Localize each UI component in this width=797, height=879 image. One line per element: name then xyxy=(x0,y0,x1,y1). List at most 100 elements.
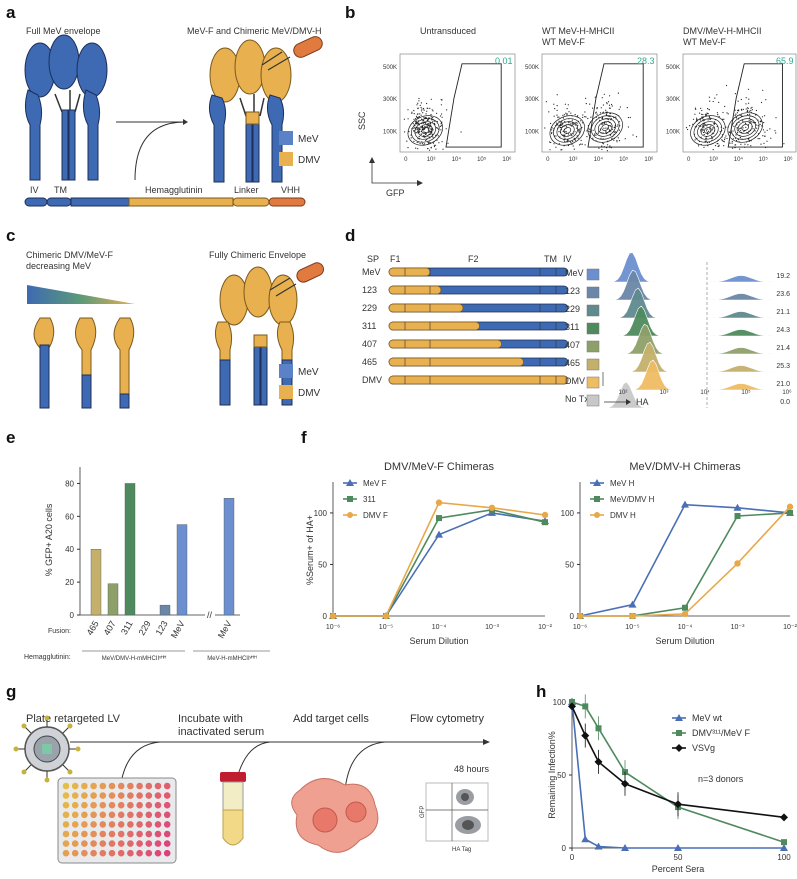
flow-event-dot xyxy=(611,103,613,106)
plate-well xyxy=(99,792,107,799)
flow-y-tick: 300K xyxy=(383,97,397,103)
histogram-swatch xyxy=(586,268,600,281)
flow-event-dot xyxy=(714,123,716,125)
gate-percentage: 0.01 xyxy=(495,56,513,66)
h-legend-label: DMV³¹¹/MeV F xyxy=(692,728,750,738)
f-chart-title: MeV/DMV-H Chimeras xyxy=(629,461,741,473)
h-series-line xyxy=(571,701,785,843)
flow-event-dot xyxy=(416,127,418,129)
flow-event-dot xyxy=(425,122,427,124)
flow-event-dot xyxy=(737,100,739,102)
panel-a-legend-dmv: DMV xyxy=(298,155,321,166)
plate-well xyxy=(71,830,79,838)
flow-event-dot xyxy=(592,129,594,131)
f-marker-circle xyxy=(541,511,549,519)
panel-d-header-tm: TM xyxy=(544,254,557,264)
flow-event-dot xyxy=(566,114,568,116)
flow-event-dot xyxy=(709,126,711,128)
flow-event-dot xyxy=(592,137,594,139)
plate-well xyxy=(99,821,107,828)
flow-event-dot xyxy=(578,130,580,132)
flow-event-dot xyxy=(606,102,608,104)
flow-event-dot xyxy=(571,134,573,137)
flow-event-dot xyxy=(741,109,743,111)
flow-event-dot xyxy=(584,116,586,118)
h-note: n=3 donors xyxy=(698,774,744,784)
flow-event-dot xyxy=(609,145,611,147)
plate-well xyxy=(154,821,162,828)
histogram-mfi: 23.6 xyxy=(776,291,790,298)
flow-event-dot xyxy=(415,121,417,123)
flow-contour xyxy=(601,124,610,131)
flow-event-dot xyxy=(413,127,415,129)
flow-event-dot xyxy=(573,137,575,139)
e-group-label-2: MeV-H-mMHCIIᵛᴴᴴ xyxy=(207,655,257,662)
histogram-x-tick: 10³ xyxy=(660,390,669,396)
flow-event-dot xyxy=(551,129,553,131)
panel-g-step-2b: inactivated serum xyxy=(178,726,264,738)
flow-event-dot xyxy=(609,129,611,131)
flow-event-dot xyxy=(562,114,564,116)
flow-event-dot xyxy=(423,122,425,124)
flow-y-tick: 100K xyxy=(383,129,397,135)
flow-event-dot xyxy=(770,137,772,139)
h-series-line xyxy=(571,701,784,849)
flow-event-dot xyxy=(706,128,708,130)
panel-a-mev-envelope xyxy=(24,34,108,181)
flow-event-dot xyxy=(635,136,638,138)
flow-contour xyxy=(553,118,582,143)
panel-a-legend-mev-swatch xyxy=(279,131,293,145)
plate-well xyxy=(81,821,88,828)
flow-event-dot xyxy=(428,125,430,127)
flow-event-dot xyxy=(602,143,605,145)
flow-event-dot xyxy=(706,130,708,132)
plate-well xyxy=(163,830,171,838)
flow-event-dot xyxy=(726,137,728,140)
e-bar xyxy=(159,604,171,616)
flow-event-dot xyxy=(563,134,565,136)
e-bar xyxy=(176,524,188,616)
flow-event-dot xyxy=(588,130,590,132)
plate-well xyxy=(108,849,116,857)
construct-label: 123 xyxy=(362,285,377,295)
panel-d-constructs: MeV MeV 19.2 123 123 23.6 229 229 21.1 311 311 24.3… xyxy=(362,252,792,409)
flow-event-dot xyxy=(446,109,448,111)
flow-event-dot xyxy=(708,96,711,98)
flow-event-dot xyxy=(440,129,442,131)
flow-event-dot xyxy=(712,129,714,131)
flow-event-dot xyxy=(739,148,741,150)
flow-event-dot xyxy=(721,139,723,141)
flow-event-dot xyxy=(422,120,424,122)
flow-event-dot xyxy=(416,120,418,122)
plate-well xyxy=(90,792,97,799)
flow-event-dot xyxy=(762,135,764,137)
flow-event-dot xyxy=(701,113,703,115)
h-marker-diamond xyxy=(568,702,576,711)
flow-event-dot xyxy=(618,121,621,123)
plate-well xyxy=(71,811,79,819)
flow-event-dot xyxy=(432,129,434,131)
panel-label-e: e xyxy=(6,428,15,447)
flow-event-dot xyxy=(428,136,430,138)
flow-event-dot xyxy=(560,122,562,124)
flow-event-dot xyxy=(603,127,605,129)
flow-event-dot xyxy=(447,142,449,144)
flow-event-dot xyxy=(753,122,755,124)
flow-event-dot xyxy=(629,116,631,119)
flow-event-dot xyxy=(735,134,737,136)
panel-label-c: c xyxy=(6,226,15,245)
flow-event-dot xyxy=(550,141,552,144)
flow-event-dot xyxy=(549,141,551,143)
flow-contour xyxy=(594,118,617,137)
flow-event-dot xyxy=(609,107,611,109)
panel-g-xlabel: HA Tag xyxy=(452,847,471,853)
flow-x-tick: 10⁴ xyxy=(594,156,604,163)
plate-well xyxy=(163,782,171,790)
e-bar xyxy=(223,498,235,616)
flow-event-dot xyxy=(703,146,705,148)
f-marker-triangle xyxy=(628,600,637,608)
flow-event-dot xyxy=(561,121,563,123)
f-marker-circle xyxy=(329,612,337,620)
flow-event-dot xyxy=(596,113,598,115)
flow-event-dot xyxy=(765,99,767,101)
